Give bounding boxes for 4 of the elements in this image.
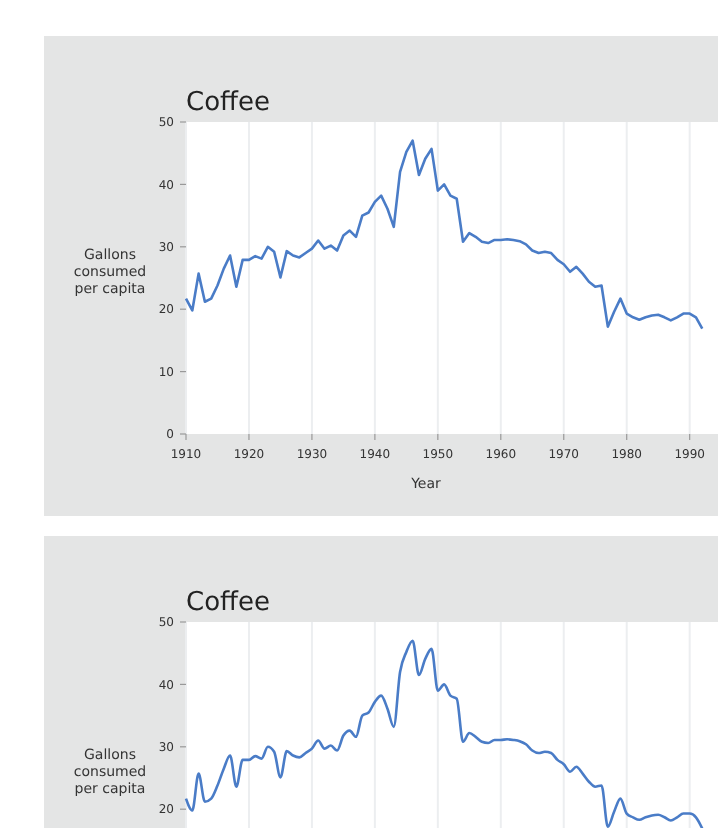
chart-title: Coffee: [186, 588, 270, 618]
chart-title: Coffee: [186, 88, 270, 118]
line-series: [184, 639, 704, 828]
line-series: [184, 139, 704, 330]
